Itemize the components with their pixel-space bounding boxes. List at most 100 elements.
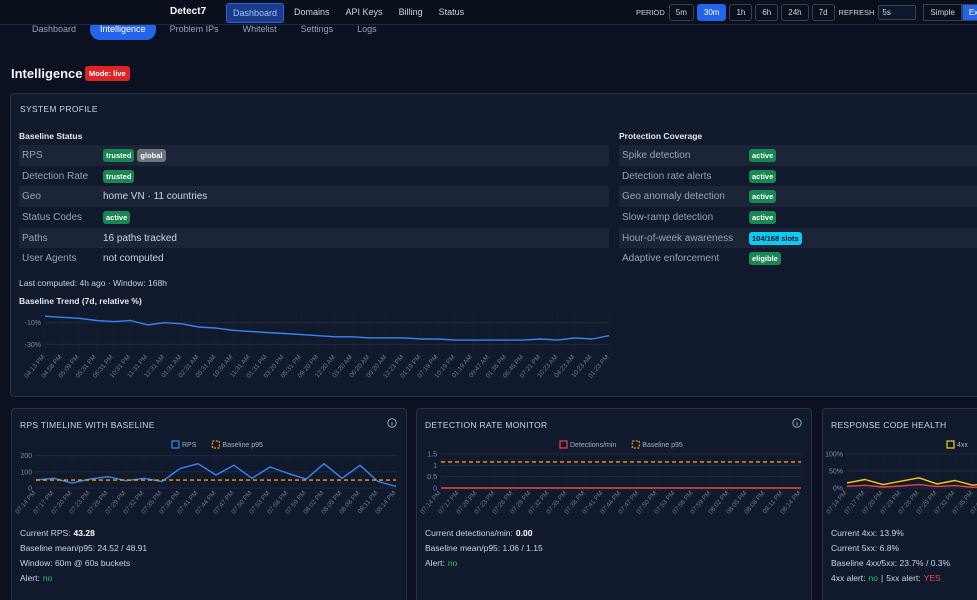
row-label: Paths xyxy=(22,232,48,244)
stat-text: 0.00 xyxy=(515,528,533,538)
nav-link[interactable]: API Keys xyxy=(345,7,383,17)
panel-title: DETECTION RATE MONITOR xyxy=(425,420,548,430)
stat-text: 43.28 xyxy=(73,528,95,538)
stat-text: Alert: xyxy=(20,573,40,583)
series-line xyxy=(44,315,610,341)
table-row: Detection Rate trusted xyxy=(19,166,609,187)
row-value: not computed xyxy=(103,253,164,265)
info-icon[interactable] xyxy=(387,418,397,428)
tab[interactable]: Whitelist xyxy=(242,24,277,34)
legend-label: RPS xyxy=(182,442,197,449)
rps-panel: RPS TIMELINE WITH BASELINE 0 100 200 07:14 P… xyxy=(11,408,407,600)
y-tick-label: 0.5 xyxy=(427,474,437,481)
badge: active xyxy=(749,190,777,204)
badge: eligible xyxy=(749,252,781,266)
controls: PERIOD 5m 30m 1h 6h 24h 7d REFRESH 5s Simple E… xyxy=(636,4,977,21)
table-row: Geo home VN · 11 countries xyxy=(19,186,609,208)
tab[interactable]: Logs xyxy=(357,24,377,34)
legend-label: Baseline p95 xyxy=(642,442,683,449)
period-button[interactable]: 5m xyxy=(668,4,694,21)
badge: active xyxy=(749,169,777,183)
nav-link[interactable]: Domains xyxy=(294,7,330,17)
period-button[interactable]: 24h xyxy=(781,4,809,21)
section-title: Protection Coverage xyxy=(619,131,703,141)
tab[interactable]: Settings xyxy=(300,24,334,34)
panel-title: SYSTEM PROFILE xyxy=(20,104,98,114)
row-value: 16 paths tracked xyxy=(103,232,177,244)
coverage-table: Spike detection active Detection rate aler… xyxy=(619,145,977,269)
row-label: Detection rate alerts xyxy=(622,170,712,182)
row-label: Status Codes xyxy=(22,211,83,223)
stat-line: Baseline mean/p95: 1.06 / 1.15 xyxy=(425,541,546,556)
badge: active xyxy=(103,210,131,224)
badge: active xyxy=(749,148,777,162)
row-label: Hour-of-week awareness xyxy=(622,232,734,244)
nav-link[interactable]: Status xyxy=(438,7,465,17)
legend: RPS Baseline p95 xyxy=(171,440,263,449)
y-tick-label: 100% xyxy=(825,452,843,459)
legend: 4xx5xx xyxy=(946,440,968,449)
series-line xyxy=(846,477,977,486)
row-value: 104/168 slots xyxy=(749,231,805,245)
row-label: Spike detection xyxy=(622,149,691,161)
series-line xyxy=(846,483,977,488)
legend-swatch xyxy=(631,440,640,449)
mode-button[interactable]: Expert xyxy=(961,4,977,21)
nav-link[interactable]: Billing xyxy=(398,7,423,17)
table-row: Hour-of-week awareness 104/168 slots xyxy=(619,227,977,249)
stat-line: Current 4xx: 13.9% xyxy=(831,526,953,541)
row-value: active xyxy=(103,210,133,224)
badge: active xyxy=(749,210,777,224)
stat-text: Current 4xx: 13.9% xyxy=(831,528,904,538)
y-tick-label: 1 xyxy=(433,463,437,470)
stat-text: Window: 60m @ 60s buckets xyxy=(20,558,131,568)
stat-text: no xyxy=(42,573,53,583)
system-profile: SYSTEM PROFILE Baseline Status RPS truste… xyxy=(10,93,977,397)
y-tick-label: 0 xyxy=(28,486,32,493)
row-value: active xyxy=(749,148,779,162)
table-row: Geo anomaly detection active xyxy=(619,186,977,208)
row-label: RPS xyxy=(22,149,43,161)
stat-text: Baseline mean/p95: 24.52 / 48.91 xyxy=(20,543,148,553)
row-label: User Agents xyxy=(22,253,77,265)
period-button[interactable]: 1h xyxy=(729,4,753,21)
refresh-input[interactable]: 5s xyxy=(878,5,917,20)
legend-swatch xyxy=(559,440,568,449)
nav-links: Dashboard Domains API Keys Billing Status xyxy=(226,3,470,23)
baseline-table: RPS trusted global Detection Rate trusted Geo… xyxy=(19,145,609,269)
tab[interactable]: Problem IPs xyxy=(169,24,219,34)
legend-swatch xyxy=(946,440,955,449)
y-tick-label: 0% xyxy=(833,486,843,493)
period-button[interactable]: 30m xyxy=(696,4,727,21)
period-button[interactable]: 7d xyxy=(811,4,835,21)
tab[interactable]: Dashboard xyxy=(32,24,77,34)
info-icon[interactable] xyxy=(792,418,802,428)
stat-text: Baseline 4xx/5xx: 23.7% / 0.3% xyxy=(831,558,951,568)
nav-link[interactable]: Dashboard xyxy=(226,3,285,23)
stat-line: Current detections/min: 0.00 xyxy=(425,526,546,541)
refresh-label: REFRESH xyxy=(838,8,875,17)
y-tick-label: 1.5 xyxy=(427,452,437,459)
stat-line: Current 5xx: 6.8% xyxy=(831,541,953,556)
row-value: trusted xyxy=(103,169,137,183)
panel-title: RESPONSE CODE HEALTH xyxy=(831,420,947,430)
mode-button[interactable]: Simple xyxy=(923,4,962,21)
row-value: eligible xyxy=(749,252,784,266)
stat-text: no xyxy=(868,573,878,583)
brand: Detect7 xyxy=(170,6,207,17)
y-tick-label: -10% xyxy=(25,320,41,327)
stat-line: Current RPS: 43.28 xyxy=(20,526,150,541)
table-row: RPS trusted global xyxy=(19,145,609,166)
badge: global xyxy=(137,148,166,162)
period-button[interactable]: 6h xyxy=(755,4,779,21)
row-value: active xyxy=(749,210,779,224)
stats: Current 4xx: 13.9% Current 5xx: 6.8% Basel… xyxy=(831,526,953,586)
stat-line: Baseline 4xx/5xx: 23.7% / 0.3% xyxy=(831,556,953,571)
stat-text: Baseline mean/p95: 1.06 / 1.15 xyxy=(425,543,543,553)
table-row: Spike detection active xyxy=(619,145,977,166)
table-row: Paths 16 paths tracked xyxy=(19,227,609,249)
stat-line: Window: 60m @ 60s buckets xyxy=(20,556,150,571)
